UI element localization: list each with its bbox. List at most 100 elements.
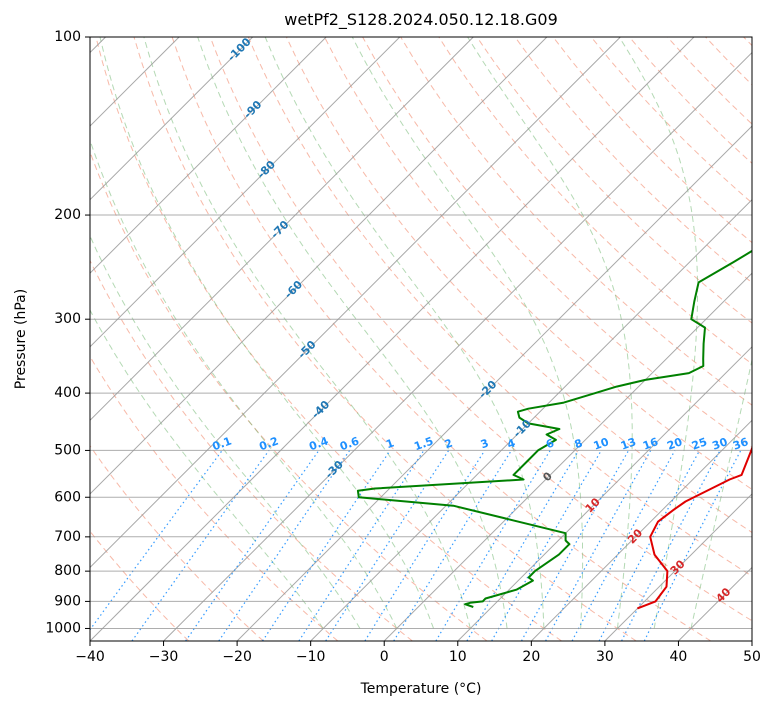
y-tick-label: 900 bbox=[54, 593, 81, 609]
dry-adiabat bbox=[476, 37, 752, 324]
isotherm bbox=[90, 37, 401, 348]
isotherm bbox=[604, 493, 752, 641]
dry-adiabat bbox=[90, 444, 264, 641]
dry-adiabat bbox=[171, 37, 712, 641]
isotherm bbox=[310, 198, 752, 641]
mixing-ratio-line bbox=[364, 450, 486, 641]
moist-adiabat bbox=[90, 234, 361, 629]
mixing-ratio-label: 20 bbox=[665, 435, 684, 453]
x-tick-label: −40 bbox=[75, 649, 105, 665]
mixing-ratio-line bbox=[185, 450, 320, 641]
isotherm bbox=[678, 566, 752, 641]
isotherm bbox=[90, 37, 254, 201]
mixing-ratio-line bbox=[545, 450, 652, 641]
mixing-ratio-label: 6 bbox=[544, 436, 556, 451]
isotherm bbox=[90, 37, 621, 569]
isotherm bbox=[530, 419, 752, 641]
mixing-ratio-label: 2 bbox=[443, 437, 455, 452]
dry-adiabat bbox=[133, 37, 637, 641]
mixing-ratio-line bbox=[435, 450, 551, 641]
x-tick-label: −20 bbox=[222, 649, 252, 665]
isotherm-label: 40 bbox=[713, 585, 733, 605]
mixing-ratio-label: 3 bbox=[479, 437, 491, 452]
y-tick-label: 700 bbox=[54, 529, 81, 545]
mixing-ratio-line bbox=[571, 450, 676, 641]
chart-title: wetPf2_S128.2024.050.12.18.G09 bbox=[284, 10, 558, 30]
mixing-ratio-label: 30 bbox=[711, 435, 730, 453]
x-tick-label: 10 bbox=[449, 649, 467, 665]
x-tick-label: −10 bbox=[296, 649, 326, 665]
mixing-ratio-label: 0.1 bbox=[211, 434, 234, 453]
mixing-ratio-line bbox=[90, 450, 223, 631]
isotherm bbox=[90, 37, 548, 495]
mixing-ratio-line bbox=[643, 450, 742, 641]
dry-adiabat bbox=[90, 355, 339, 641]
mixing-ratio-line bbox=[218, 450, 351, 641]
moist-adiabat bbox=[99, 37, 434, 629]
y-tick-label: 100 bbox=[54, 29, 81, 45]
y-tick-label: 600 bbox=[54, 489, 81, 505]
isotherm bbox=[457, 346, 752, 641]
dry-adiabat bbox=[514, 37, 752, 284]
x-tick-label: −30 bbox=[149, 649, 179, 665]
isotherm bbox=[90, 37, 695, 641]
dry-adiabat bbox=[438, 37, 752, 365]
y-axis-ticks: 100 200 300 400 500 600 700 800 900 1000 bbox=[45, 29, 90, 636]
mixing-ratio-label: 1.5 bbox=[412, 434, 435, 453]
profile-lines bbox=[356, 249, 752, 610]
mixing-ratio-line bbox=[298, 450, 425, 641]
moist-adiabat bbox=[618, 37, 699, 629]
mixing-ratio-label: 1 bbox=[384, 437, 396, 452]
mixing-ratio-line bbox=[520, 450, 630, 641]
mixing-ratio-line bbox=[393, 450, 512, 641]
dry-adiabat bbox=[209, 37, 752, 622]
x-tick-label: 40 bbox=[670, 649, 688, 665]
isotherm bbox=[90, 37, 327, 274]
pressure-gridlines bbox=[90, 37, 752, 629]
y-tick-label: 500 bbox=[54, 442, 81, 458]
x-tick-label: 50 bbox=[743, 649, 761, 665]
x-tick-label: 20 bbox=[522, 649, 540, 665]
mixing-ratio-label: 0.6 bbox=[338, 434, 361, 453]
y-tick-label: 300 bbox=[54, 311, 81, 327]
isotherm bbox=[751, 640, 752, 641]
x-tick-label: 0 bbox=[380, 649, 389, 665]
mixing-ratio-line bbox=[466, 450, 580, 641]
y-tick-label: 1000 bbox=[45, 620, 81, 636]
moist-adiabat bbox=[467, 37, 633, 629]
dry-adiabat bbox=[705, 37, 752, 86]
moist-adiabat bbox=[197, 37, 508, 629]
x-tick-label: 30 bbox=[596, 649, 614, 665]
isotherm bbox=[163, 51, 752, 641]
moist-adiabat bbox=[90, 309, 324, 629]
x-axis-title: Temperature (°C) bbox=[360, 681, 482, 697]
mixing-ratio-label: 10 bbox=[592, 435, 611, 453]
plot-frame bbox=[89, 36, 753, 642]
dry-adiabat bbox=[90, 150, 488, 641]
dry-adiabat bbox=[590, 37, 752, 204]
mixing-ratio-label: 16 bbox=[641, 435, 660, 453]
mixing-ratio-label: 0.4 bbox=[307, 434, 330, 453]
temperature-line bbox=[637, 445, 752, 610]
mixing-ratio-label: 4 bbox=[505, 436, 517, 451]
mixing-ratio-label: 13 bbox=[619, 435, 638, 452]
dry-adiabat bbox=[552, 37, 752, 244]
mixing-ratio-label: 25 bbox=[690, 435, 709, 452]
mixing-ratio-line bbox=[325, 450, 450, 641]
dry-adiabat bbox=[324, 37, 752, 490]
dry-adiabat bbox=[285, 37, 752, 534]
mixing-ratio-label: 36 bbox=[731, 435, 750, 453]
moist-adiabat bbox=[90, 138, 398, 629]
moist-adiabat bbox=[264, 37, 545, 629]
mixing-ratio-label: 0.2 bbox=[257, 434, 280, 453]
moist-adiabat bbox=[143, 37, 471, 629]
dry-adiabat bbox=[90, 259, 413, 641]
background-line-labels: -100-90-80-70-60-50-40-30-20-10010203040… bbox=[211, 35, 751, 605]
mixing-ratio-line bbox=[598, 450, 701, 641]
isotherm bbox=[90, 37, 474, 422]
mixing-ratio-line bbox=[261, 450, 391, 641]
y-tick-label: 200 bbox=[54, 207, 81, 223]
moist-adiabat bbox=[690, 357, 752, 629]
mixing-ratio-line bbox=[131, 450, 270, 641]
